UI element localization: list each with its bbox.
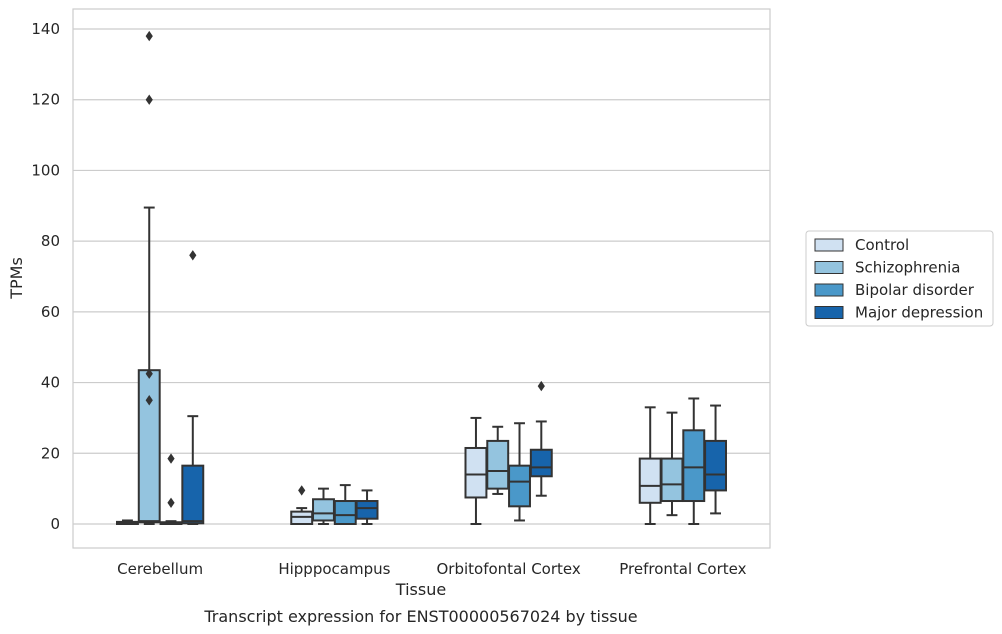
box-body: [464, 446, 488, 499]
legend-swatch: [814, 261, 844, 274]
y-tick-label: 100: [31, 161, 60, 179]
box-body: [181, 464, 205, 525]
outlier-point: [298, 485, 306, 496]
x-axis-label: Tissue: [395, 580, 446, 599]
legend-swatch: [814, 238, 844, 252]
box-body: [529, 448, 553, 478]
box-body: [682, 429, 706, 503]
legend-frame: [805, 230, 994, 327]
box-body: [137, 369, 161, 524]
x-tick-label: Hipppocampus: [278, 560, 390, 578]
box-schizophrenia: [660, 411, 684, 517]
legend: Control Schizophrenia Bipolar disorder Majo…: [805, 230, 994, 327]
outlier-point: [145, 395, 153, 406]
x-tick-labels: Cerebellum Hipppocampus Orbitofontal Corte…: [117, 560, 746, 578]
box-major-depression: [355, 489, 379, 525]
box-body: [355, 500, 379, 520]
outlier-point: [537, 380, 545, 392]
outlier-point: [145, 368, 153, 379]
chart-caption: Transcript expression for ENST0000056702…: [203, 607, 637, 626]
x-tick-label: Prefrontal Cortex: [619, 560, 746, 578]
legend-swatch: [814, 283, 844, 297]
y-tick-label: 80: [41, 232, 60, 250]
box-major-depression: [704, 404, 728, 515]
box-body: [333, 500, 357, 525]
y-tick-label: 120: [31, 91, 60, 109]
x-tick-label: Orbitofontal Cortex: [437, 560, 581, 578]
box-control: [464, 416, 488, 525]
box-schizophrenia: [137, 30, 161, 525]
plot-frame: [72, 8, 771, 549]
y-axis-label: TPMs: [7, 257, 26, 300]
box-bipolar-disorder: [333, 484, 357, 525]
legend-item: Bipolar disorder: [814, 281, 975, 299]
legend-swatch: [814, 306, 844, 319]
box-schizophrenia: [486, 425, 510, 495]
legend-item: Schizophrenia: [814, 259, 960, 277]
box-major-depression: [181, 250, 205, 525]
legend-label: Major depression: [855, 304, 983, 322]
legend-label: Bipolar disorder: [855, 281, 975, 299]
legend-item: Major depression: [814, 304, 983, 322]
legend-label: Control: [855, 236, 909, 254]
y-tick-label: 0: [50, 515, 60, 533]
outlier-point: [189, 250, 197, 261]
legend-item: Control: [814, 236, 909, 254]
y-tick-label: 140: [31, 20, 60, 38]
legend-label: Schizophrenia: [855, 259, 960, 277]
box-bipolar-disorder: [508, 422, 531, 522]
outlier-point: [145, 30, 153, 42]
outlier-point: [167, 453, 175, 464]
box-control: [638, 406, 662, 525]
box-major-depression: [529, 380, 553, 497]
box-body: [638, 457, 662, 504]
outlier-point: [167, 497, 175, 508]
y-tick-labels: 0 20 40 60 80 100 120 140: [31, 20, 60, 533]
box-control: [115, 519, 139, 526]
outlier-point: [145, 94, 153, 105]
box-body: [312, 498, 335, 522]
y-tick-label: 40: [41, 374, 60, 392]
boxes: [115, 30, 728, 526]
box-body: [486, 439, 510, 490]
y-tick-label: 60: [41, 303, 60, 321]
box-control: [290, 485, 314, 526]
box-body: [660, 457, 684, 503]
box-bipolar-disorder: [682, 397, 706, 525]
box-body: [704, 439, 728, 492]
box-schizophrenia: [312, 487, 335, 525]
x-tick-label: Cerebellum: [117, 560, 203, 578]
gridlines: [73, 28, 770, 525]
box-bipolar-disorder: [159, 453, 183, 526]
y-tick-label: 20: [41, 444, 60, 462]
box-body: [508, 464, 531, 508]
